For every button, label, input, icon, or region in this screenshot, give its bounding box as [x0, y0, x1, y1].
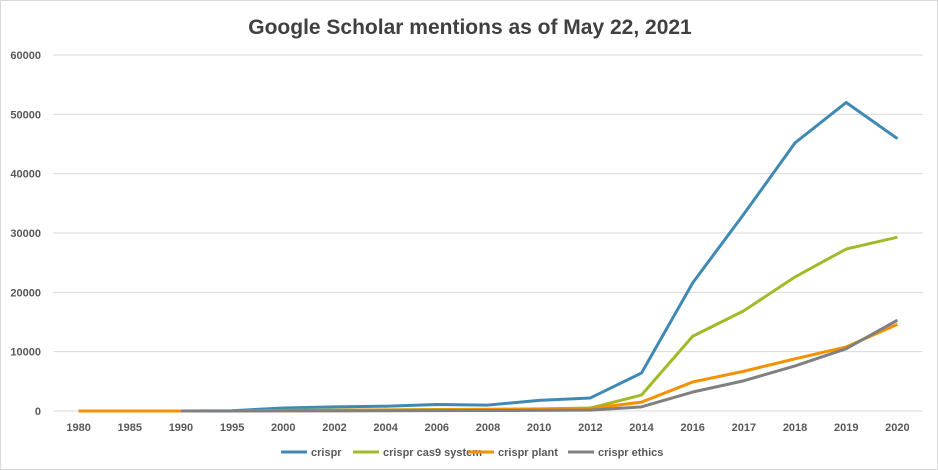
x-tick-label: 1995	[220, 422, 244, 434]
y-tick-label: 0	[35, 406, 41, 418]
legend-label: crispr plant	[498, 447, 558, 459]
x-tick-label: 1990	[169, 422, 193, 434]
x-tick-label: 2006	[425, 422, 449, 434]
x-tick-label: 2000	[271, 422, 295, 434]
x-tick-label: 2019	[834, 422, 858, 434]
x-tick-label: 2017	[732, 422, 756, 434]
legend-label: crispr ethics	[598, 447, 663, 459]
series-line-crispr-cas9-system	[232, 235, 898, 413]
x-tick-label: 2002	[322, 422, 346, 434]
legend-label: crispr	[311, 447, 342, 459]
x-tick-label: 2016	[680, 422, 704, 434]
x-tick-label: 2004	[373, 422, 398, 434]
y-tick-label: 60000	[10, 50, 41, 62]
x-tick-label: 2014	[629, 422, 654, 434]
y-tick-label: 30000	[10, 228, 41, 240]
x-tick-label: 2010	[527, 422, 551, 434]
chart-title: Google Scholar mentions as of May 22, 20…	[248, 16, 692, 39]
y-tick-label: 50000	[10, 109, 41, 121]
x-tick-label: 2020	[885, 422, 909, 434]
series-line-crispr-plant	[78, 323, 899, 413]
x-tick-label: 1985	[118, 422, 142, 434]
y-tick-label: 40000	[10, 169, 41, 181]
series-line-crispr-ethics	[180, 318, 899, 413]
legend-label: crispr cas9 system	[383, 447, 482, 459]
y-tick-label: 10000	[10, 347, 41, 359]
y-tick-label: 20000	[10, 287, 41, 299]
x-tick-label: 2018	[783, 422, 807, 434]
x-tick-label: 1980	[66, 422, 90, 434]
x-tick-label: 2012	[578, 422, 602, 434]
x-tick-label: 2008	[476, 422, 500, 434]
